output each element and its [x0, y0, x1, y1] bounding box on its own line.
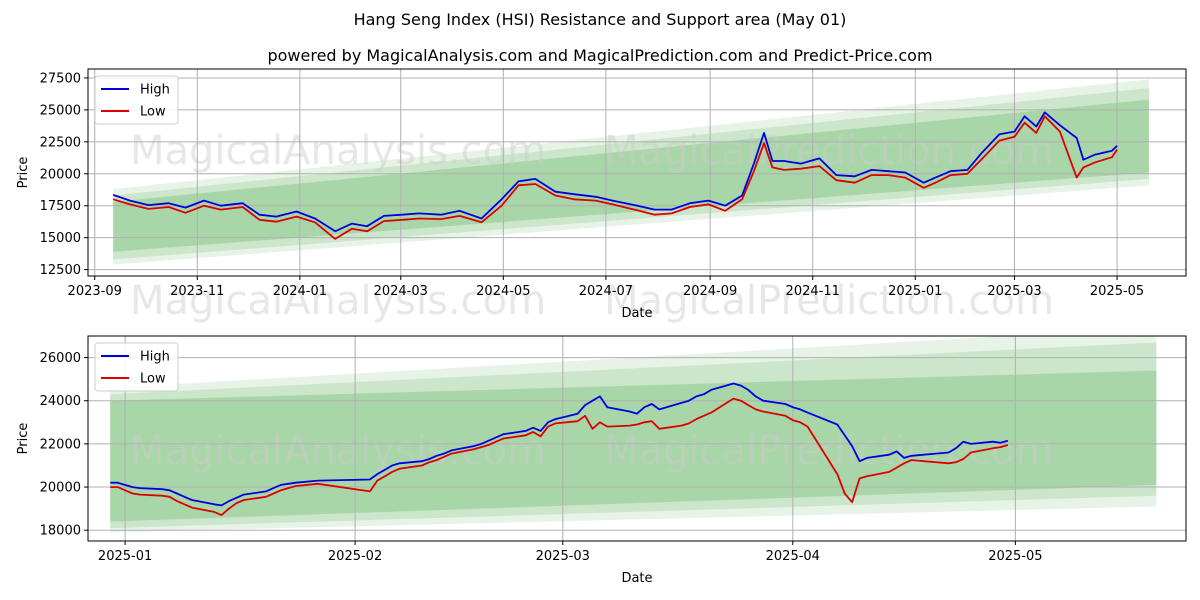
x-tick-label: 2025-01 [888, 284, 942, 299]
chart-panel-2: MagicalAnalysis.com MagicalPrediction.com… [16, 335, 1187, 586]
x-tick-label: 2023-11 [170, 284, 224, 299]
x-tick-label: 2024-01 [273, 284, 327, 299]
y-tick-label: 22500 [40, 135, 81, 150]
series-line-low [110, 397, 1009, 516]
x-tick-label: 2025-05 [1090, 284, 1144, 299]
legend-label-high: High [140, 350, 170, 365]
y-axis-label: Price [16, 157, 31, 189]
y-tick-label: 25000 [40, 103, 81, 118]
watermark-text: MagicalPrediction.com [604, 428, 1054, 474]
watermark-text: MagicalPrediction.com [604, 128, 1054, 174]
y-tick-label: 24000 [40, 394, 81, 409]
y-tick-label: 12500 [40, 263, 81, 278]
y-axis-label: Price [16, 423, 31, 455]
support-resistance-band [110, 370, 1157, 522]
support-resistance-band [110, 342, 1157, 529]
y-tick-label: 26000 [40, 351, 81, 366]
x-tick-label: 2025-01 [98, 549, 152, 564]
watermark-text: MagicalAnalysis.com [130, 428, 546, 474]
x-tick-label: 2024-07 [579, 284, 633, 299]
watermark-text: MagicalAnalysis.com [130, 278, 546, 324]
y-tick-label: 20000 [40, 481, 81, 496]
y-tick-label: 15000 [40, 231, 81, 246]
chart-subtitle: powered by MagicalAnalysis.com and Magic… [267, 46, 933, 65]
series-line-high [110, 382, 1009, 507]
watermark-text: MagicalPrediction.com [604, 278, 1054, 324]
y-tick-label: 18000 [40, 524, 81, 539]
legend-label-low: Low [140, 105, 166, 120]
x-tick-label: 2025-04 [766, 549, 820, 564]
x-tick-label: 2024-09 [683, 284, 737, 299]
plot-frame [87, 68, 1187, 277]
y-tick-label: 20000 [40, 167, 81, 182]
chart-title: Hang Seng Index (HSI) Resistance and Sup… [353, 10, 847, 29]
y-tick-label: 17500 [40, 199, 81, 214]
x-tick-label: 2024-05 [476, 284, 530, 299]
watermark-text: MagicalAnalysis.com [130, 128, 546, 174]
support-resistance-band [113, 99, 1150, 252]
x-tick-label: 2023-09 [68, 284, 122, 299]
x-tick-label: 2025-05 [988, 549, 1042, 564]
support-resistance-band [110, 336, 1157, 533]
x-tick-label: 2025-02 [328, 549, 382, 564]
y-tick-label: 22000 [40, 437, 81, 452]
support-resistance-band [113, 79, 1150, 265]
y-tick-label: 27500 [40, 71, 81, 86]
plot-frame [87, 335, 1187, 542]
x-tick-label: 2025-03 [987, 284, 1041, 299]
x-tick-label: 2024-11 [786, 284, 840, 299]
series-line-low [112, 115, 1118, 240]
x-tick-label: 2025-03 [536, 549, 590, 564]
x-axis-label: Date [621, 571, 652, 586]
x-tick-label: 2024-03 [374, 284, 428, 299]
legend-label-high: High [140, 83, 170, 98]
chart-panel-1: MagicalAnalysis.com MagicalPrediction.com… [16, 68, 1187, 324]
legend-label-low: Low [140, 372, 166, 387]
x-axis-label: Date [621, 306, 652, 321]
series-line-high [112, 111, 1118, 233]
